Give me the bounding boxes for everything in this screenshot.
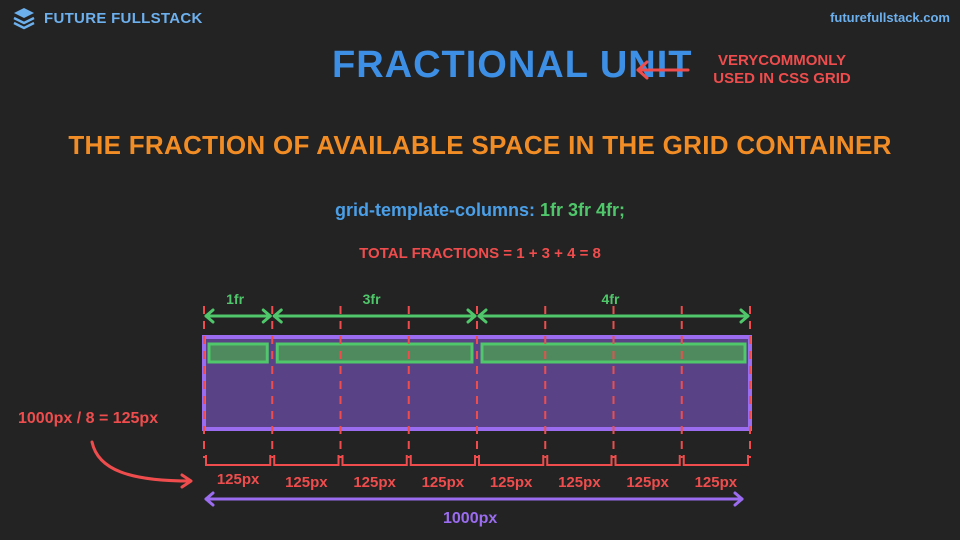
total-width-arrow-head-left	[204, 491, 215, 507]
subtitle: THE FRACTION OF AVAILABLE SPACE IN THE G…	[68, 130, 892, 160]
unit-label-5: 125px	[489, 474, 533, 491]
unit-calculation: 1000px / 8 = 125px	[18, 410, 159, 427]
unit-label-8: 125px	[694, 474, 738, 491]
fr-label-1: 1fr	[226, 291, 245, 307]
usage-note-line1: VERYCOMMONLY	[717, 52, 847, 69]
unit-bracket-1	[205, 455, 272, 466]
layers-icon	[13, 8, 35, 30]
unit-bracket-6	[546, 455, 613, 466]
usage-note-line2: USED IN CSS GRID	[713, 70, 851, 87]
total-fractions: TOTAL FRACTIONS = 1 + 3 + 4 = 8	[359, 245, 601, 262]
calc-pointer-head	[180, 473, 193, 489]
unit-bracket-5	[478, 455, 545, 466]
site-url[interactable]: futurefullstack.com	[830, 10, 950, 25]
fr-arrow-1-head-right	[261, 308, 272, 324]
fr-label-3: 4fr	[601, 291, 620, 307]
grid-item-2	[275, 342, 474, 364]
unit-bracket-8	[682, 455, 749, 466]
code-property: grid-template-columns:	[334, 200, 535, 220]
fr-arrow-3-head-left	[477, 308, 488, 324]
unit-label-6: 125px	[558, 474, 601, 491]
grid-item-1	[207, 342, 269, 364]
unit-bracket-2	[273, 455, 340, 466]
code-line: grid-template-columns: 1fr 3fr 4fr;	[0, 200, 960, 221]
fr-arrow-2-head-left	[272, 308, 283, 324]
calc-pointer-arrow	[90, 440, 192, 483]
unit-label-4: 125px	[421, 474, 465, 491]
code-value: 1fr 3fr 4fr;	[540, 200, 626, 220]
total-width-label: 1000px	[443, 510, 498, 527]
page-title: FRACTIONAL UNIT	[332, 44, 693, 86]
unit-bracket-4	[409, 455, 476, 466]
unit-bracket-3	[341, 455, 408, 466]
fr-label-2: 3fr	[362, 291, 381, 307]
brand-name: FUTURE FULLSTACK	[44, 9, 203, 27]
unit-label-2: 125px	[285, 474, 328, 491]
fr-arrow-2-head-right	[466, 308, 477, 324]
arrow-left-icon	[636, 60, 690, 80]
brand: FUTURE FULLSTACK	[12, 6, 203, 30]
unit-label-1: 125px	[216, 471, 260, 488]
fr-arrow-1-head-left	[204, 308, 215, 324]
unit-label-7: 125px	[626, 474, 669, 491]
fr-arrow-3-head-right	[739, 308, 750, 324]
usage-note: VERYCOMMONLY USED IN CSS GRID	[697, 52, 867, 88]
total-width-arrow-head-right	[733, 491, 744, 507]
unit-bracket-7	[614, 455, 681, 466]
unit-label-3: 125px	[353, 474, 396, 491]
